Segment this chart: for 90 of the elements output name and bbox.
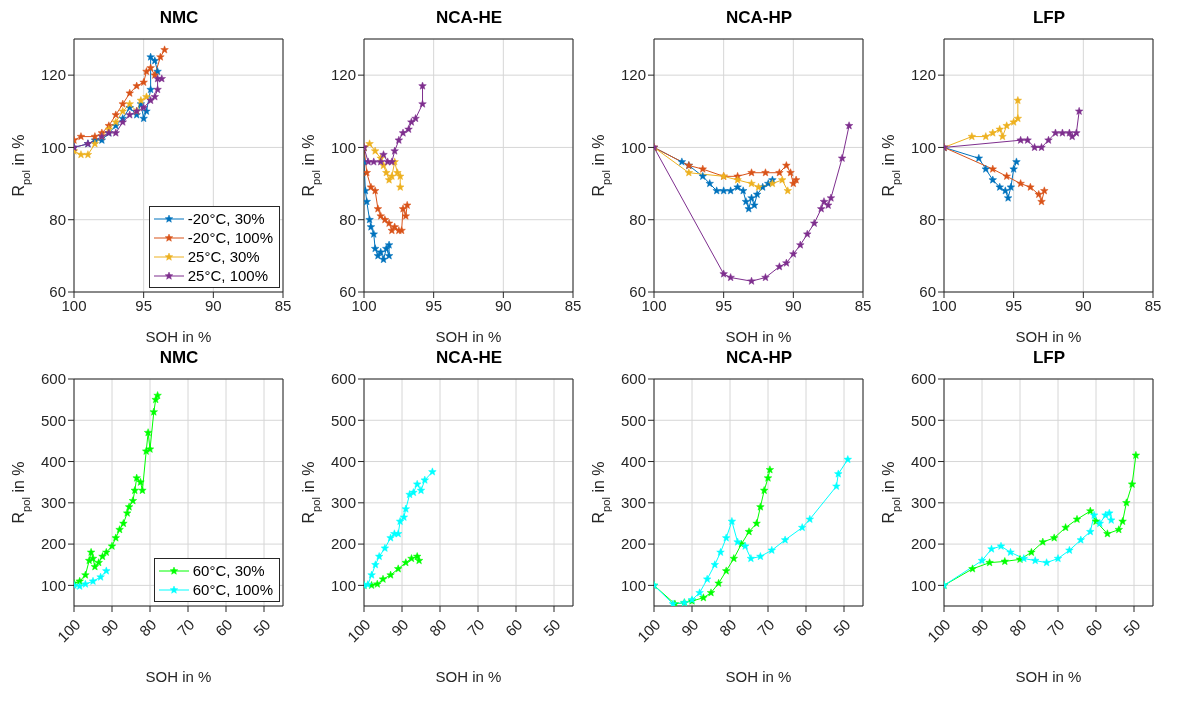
y-tick-label: 200 [40, 535, 66, 553]
x-tick-label: 80 [715, 615, 740, 640]
x-tick-label: 95 [1005, 296, 1023, 314]
y-tick-label: 600 [910, 370, 936, 388]
x-tick-label: 50 [249, 615, 274, 640]
y-tick-label: 400 [40, 452, 66, 470]
chart-title: NCA-HE [434, 348, 504, 369]
y-tick-label: 120 [330, 66, 356, 84]
x-tick-label: 90 [784, 296, 802, 314]
y-tick-label: 200 [910, 535, 936, 553]
y-tick-label: 600 [620, 370, 646, 388]
y-tick-label: 100 [910, 576, 936, 594]
x-tick-label: 50 [539, 615, 564, 640]
x-tick-label: 90 [97, 615, 122, 640]
legend-label: -20°C, 30% [187, 210, 265, 227]
x-tick-label: 70 [463, 615, 488, 640]
y-tick-label: 100 [330, 138, 356, 156]
x-tick-label: 70 [1043, 615, 1068, 640]
x-tick-label: 90 [494, 296, 512, 314]
y-tick-label: 200 [330, 535, 356, 553]
x-axis-title: SOH in % [145, 668, 212, 685]
x-tick-label: 85 [1144, 296, 1162, 314]
x-axis-title: SOH in % [725, 328, 792, 345]
x-tick-label: 80 [1005, 615, 1030, 640]
x-tick-label: 90 [677, 615, 702, 640]
x-tick-label: 95 [715, 296, 733, 314]
x-tick-label: 70 [753, 615, 778, 640]
y-tick-label: 300 [40, 494, 66, 512]
x-tick-label: 85 [854, 296, 872, 314]
x-tick-label: 90 [967, 615, 992, 640]
legend-label: 25°C, 100% [187, 267, 268, 284]
y-tick-label: 120 [620, 66, 646, 84]
x-axis-title: SOH in % [145, 328, 212, 345]
y-tick-label: 120 [910, 66, 936, 84]
x-tick-label: 80 [425, 615, 450, 640]
x-tick-label: 60 [211, 615, 236, 640]
chart-title: NMC [158, 348, 200, 369]
x-tick-label: 60 [791, 615, 816, 640]
chart-title: NCA-HE [434, 8, 504, 29]
y-tick-label: 300 [330, 494, 356, 512]
x-tick-label: 85 [274, 296, 292, 314]
x-tick-label: 90 [387, 615, 412, 640]
x-axis-title: SOH in % [435, 328, 502, 345]
y-tick-label: 120 [40, 66, 66, 84]
y-tick-label: 100 [620, 576, 646, 594]
y-tick-label: 500 [40, 411, 66, 429]
x-tick-label: 90 [204, 296, 222, 314]
y-tick-label: 200 [620, 535, 646, 553]
chart-title: NCA-HP [724, 348, 794, 369]
x-axis-title: SOH in % [435, 668, 502, 685]
x-axis-title: SOH in % [1015, 328, 1082, 345]
x-tick-label: 60 [501, 615, 526, 640]
y-tick-label: 80 [629, 211, 646, 229]
x-axis-title: SOH in % [725, 668, 792, 685]
x-tick-label: 80 [135, 615, 160, 640]
x-tick-label: 95 [425, 296, 443, 314]
chart-title: NMC [158, 8, 200, 29]
x-tick-label: 70 [173, 615, 198, 640]
y-tick-label: 80 [339, 211, 356, 229]
y-tick-label: 100 [40, 576, 66, 594]
legend-label: 60°C, 100% [192, 581, 273, 598]
x-tick-label: 60 [1081, 615, 1106, 640]
x-axis-title: SOH in % [1015, 668, 1082, 685]
y-tick-label: 400 [620, 452, 646, 470]
x-tick-label: 50 [829, 615, 854, 640]
legend-label: 60°C, 30% [192, 562, 265, 579]
y-tick-label: 100 [910, 138, 936, 156]
y-tick-label: 500 [620, 411, 646, 429]
y-tick-label: 80 [919, 211, 936, 229]
y-tick-label: 100 [40, 138, 66, 156]
y-tick-label: 80 [49, 211, 66, 229]
x-tick-label: 95 [135, 296, 153, 314]
x-tick-label: 50 [1119, 615, 1144, 640]
legend-label: 25°C, 30% [187, 248, 260, 265]
chart-title: NCA-HP [724, 8, 794, 29]
y-tick-label: 300 [620, 494, 646, 512]
x-tick-label: 90 [1074, 296, 1092, 314]
y-tick-label: 100 [620, 138, 646, 156]
y-tick-label: 400 [910, 452, 936, 470]
chart-title: LFP [1031, 348, 1067, 369]
y-tick-label: 100 [330, 576, 356, 594]
y-tick-label: 600 [330, 370, 356, 388]
y-tick-label: 400 [330, 452, 356, 470]
y-tick-label: 500 [910, 411, 936, 429]
x-tick-label: 85 [564, 296, 582, 314]
legend-label: -20°C, 100% [187, 229, 273, 246]
y-tick-label: 300 [910, 494, 936, 512]
chart-title: LFP [1031, 8, 1067, 29]
y-tick-label: 500 [330, 411, 356, 429]
y-tick-label: 600 [40, 370, 66, 388]
